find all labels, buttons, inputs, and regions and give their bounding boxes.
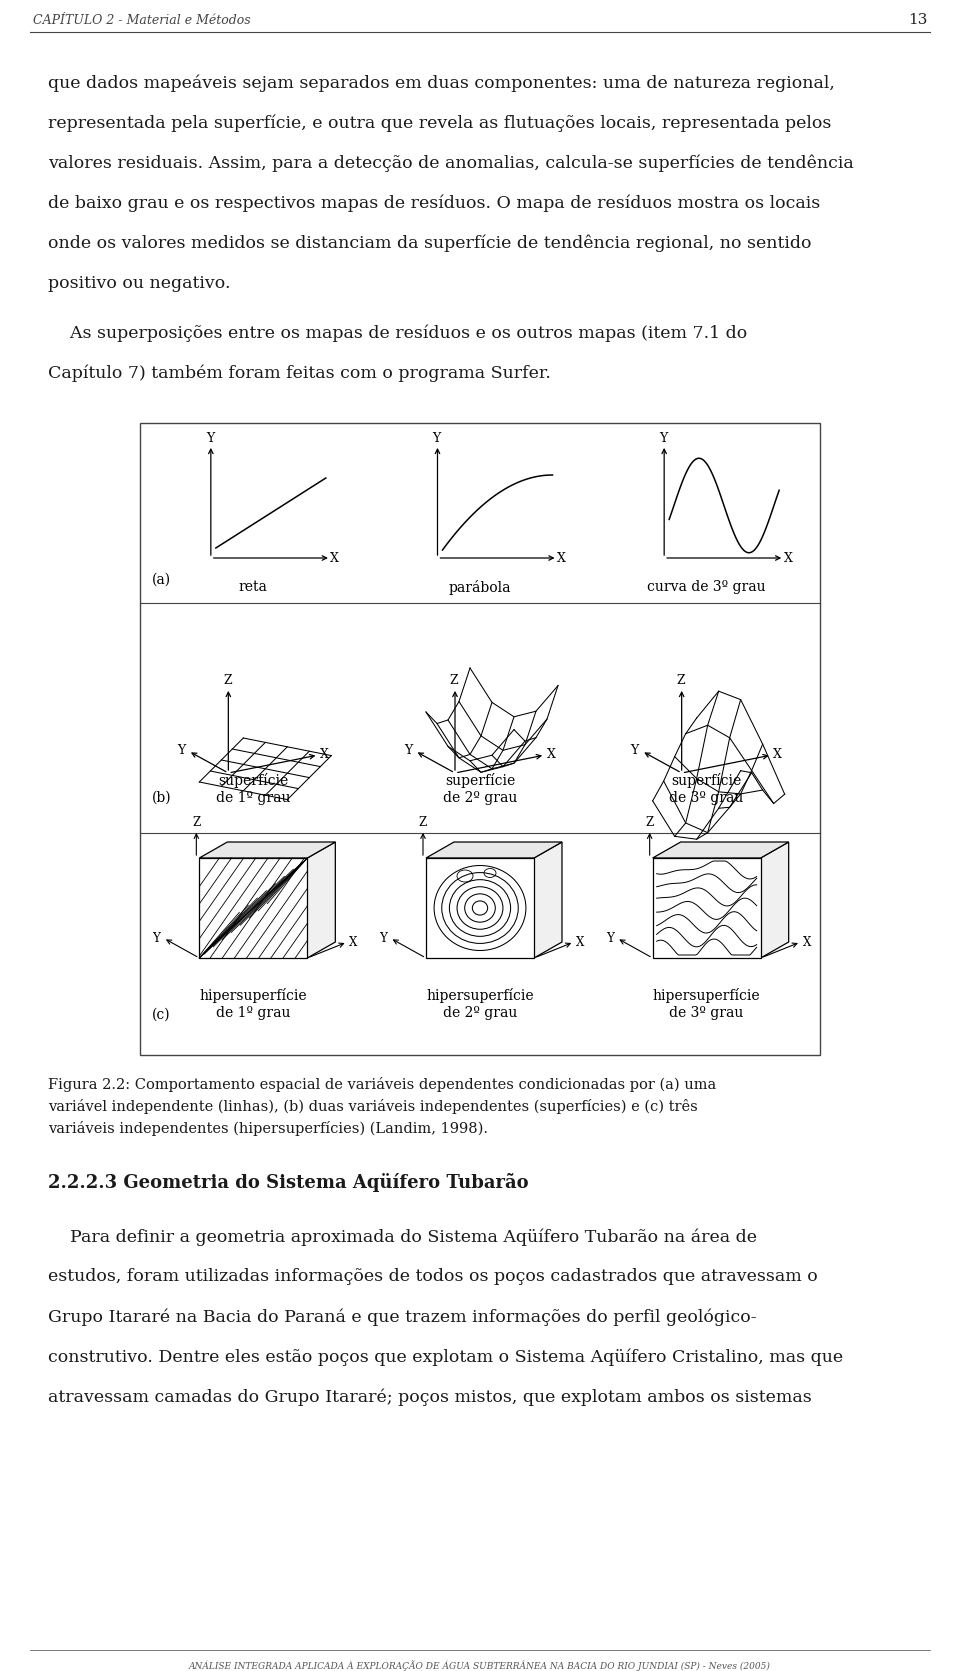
Bar — [200, 857, 307, 957]
Bar — [426, 857, 534, 957]
Text: de 3º grau: de 3º grau — [669, 790, 744, 805]
Text: parábola: parábola — [448, 580, 512, 595]
Text: X: X — [557, 551, 566, 565]
Text: Y: Y — [631, 745, 638, 757]
Text: (a): (a) — [152, 573, 171, 587]
Text: onde os valores medidos se distanciam da superfície de tendência regional, no se: onde os valores medidos se distanciam da… — [48, 236, 811, 252]
Text: X: X — [320, 749, 328, 762]
Text: Figura 2.2: Comportamento espacial de variáveis dependentes condicionadas por (a: Figura 2.2: Comportamento espacial de va… — [48, 1078, 716, 1093]
Text: Z: Z — [449, 675, 458, 687]
Text: Y: Y — [404, 745, 412, 757]
Text: construtivo. Dentre eles estão poços que explotam o Sistema Aqüífero Cristalino,: construtivo. Dentre eles estão poços que… — [48, 1348, 843, 1365]
Text: variáveis independentes (hipersuperfícies) (Landim, 1998).: variáveis independentes (hipersuperfície… — [48, 1121, 488, 1136]
Text: hipersuperfície: hipersuperfície — [653, 988, 760, 1003]
Polygon shape — [426, 842, 562, 857]
Text: que dados mapeáveis sejam separados em duas componentes: uma de natureza regiona: que dados mapeáveis sejam separados em d… — [48, 75, 835, 92]
Text: Y: Y — [153, 931, 160, 944]
Text: positivo ou negativo.: positivo ou negativo. — [48, 276, 230, 292]
Text: X: X — [349, 936, 357, 949]
Bar — [200, 857, 307, 957]
Bar — [653, 857, 760, 957]
Text: Y: Y — [432, 433, 441, 446]
Text: valores residuais. Assim, para a detecção de anomalias, calcula-se superfícies d: valores residuais. Assim, para a detecçã… — [48, 155, 853, 172]
Text: hipersuperfície: hipersuperfície — [200, 988, 307, 1003]
Text: X: X — [803, 936, 811, 949]
Bar — [426, 857, 534, 957]
Text: hipersuperfície: hipersuperfície — [426, 988, 534, 1003]
Text: X: X — [546, 749, 556, 762]
Text: Y: Y — [660, 433, 667, 446]
Text: de baixo grau e os respectivos mapas de resíduos. O mapa de resíduos mostra os l: de baixo grau e os respectivos mapas de … — [48, 196, 820, 212]
Text: Capítulo 7) também foram feitas com o programa Surfer.: Capítulo 7) também foram feitas com o pr… — [48, 364, 551, 383]
Text: 2.2.2.3 Geometria do Sistema Aqüífero Tubarão: 2.2.2.3 Geometria do Sistema Aqüífero Tu… — [48, 1173, 529, 1191]
Text: de 3º grau: de 3º grau — [669, 1006, 744, 1019]
Text: X: X — [783, 551, 793, 565]
Text: variável independente (linhas), (b) duas variáveis independentes (superfícies) e: variável independente (linhas), (b) duas… — [48, 1100, 698, 1115]
Polygon shape — [534, 842, 562, 957]
Text: superfície: superfície — [444, 774, 516, 789]
Text: Y: Y — [606, 931, 613, 944]
Text: de 1º grau: de 1º grau — [216, 1006, 291, 1019]
Text: X: X — [576, 936, 585, 949]
Text: (b): (b) — [152, 790, 172, 805]
Text: estudos, foram utilizadas informações de todos os poços cadastrados que atravess: estudos, foram utilizadas informações de… — [48, 1268, 818, 1285]
Text: Z: Z — [192, 817, 201, 829]
Text: superfície: superfície — [672, 774, 742, 789]
Text: Z: Z — [223, 675, 231, 687]
Text: reta: reta — [239, 580, 268, 593]
Text: Z: Z — [645, 817, 654, 829]
Text: de 2º grau: de 2º grau — [443, 1006, 517, 1019]
Polygon shape — [760, 842, 789, 957]
Polygon shape — [653, 842, 789, 857]
Text: Para definir a geometria aproximada do Sistema Aqüífero Tubarão na área de: Para definir a geometria aproximada do S… — [48, 1228, 757, 1245]
Bar — [140, 423, 820, 1054]
Text: 13: 13 — [907, 13, 927, 27]
Polygon shape — [200, 842, 335, 857]
Text: ANÁLISE INTEGRADA APLICADA À EXPLORAÇÃO DE ÁGUA SUBTERRÂNEA NA BACIA DO RIO JUND: ANÁLISE INTEGRADA APLICADA À EXPLORAÇÃO … — [189, 1659, 771, 1671]
Text: Grupo Itararé na Bacia do Paraná e que trazem informações do perfil geológico-: Grupo Itararé na Bacia do Paraná e que t… — [48, 1308, 756, 1325]
Text: superfície: superfície — [218, 774, 288, 789]
Text: As superposições entre os mapas de resíduos e os outros mapas (item 7.1 do: As superposições entre os mapas de resíd… — [48, 324, 747, 343]
Text: de 1º grau: de 1º grau — [216, 790, 291, 805]
Text: de 2º grau: de 2º grau — [443, 790, 517, 805]
Bar — [653, 857, 760, 957]
Text: X: X — [330, 551, 339, 565]
Text: atravessam camadas do Grupo Itararé; poços mistos, que explotam ambos os sistema: atravessam camadas do Grupo Itararé; poç… — [48, 1389, 812, 1405]
Text: representada pela superfície, e outra que revela as flutuações locais, represent: representada pela superfície, e outra qu… — [48, 115, 831, 132]
Text: curva de 3º grau: curva de 3º grau — [647, 580, 766, 593]
Text: CAPÍTULO 2 - Material e Métodos: CAPÍTULO 2 - Material e Métodos — [33, 13, 251, 27]
Text: Y: Y — [379, 931, 387, 944]
Text: Z: Z — [419, 817, 427, 829]
Text: Z: Z — [677, 675, 685, 687]
Polygon shape — [307, 842, 335, 957]
Text: (c): (c) — [152, 1008, 171, 1023]
Text: X: X — [773, 749, 782, 762]
Text: Y: Y — [205, 433, 214, 446]
Text: Y: Y — [178, 745, 185, 757]
